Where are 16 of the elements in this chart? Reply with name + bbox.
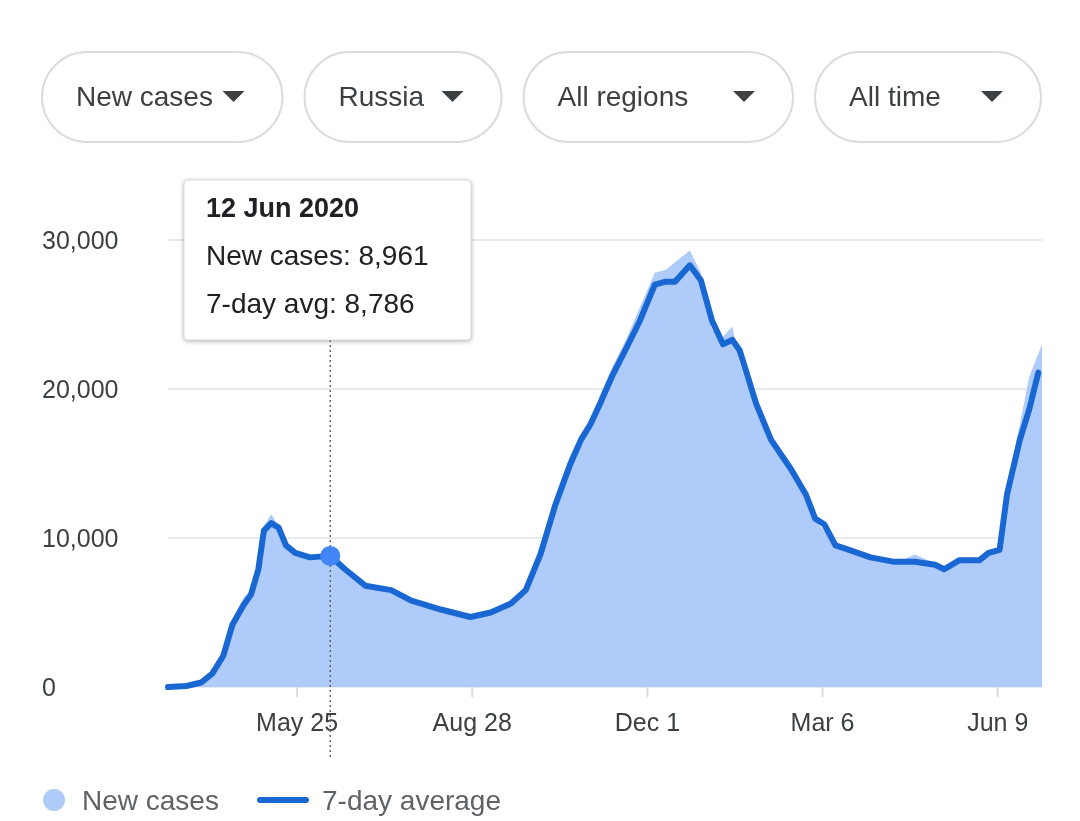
y-tick-label: 30,000 bbox=[42, 226, 119, 254]
x-tick-label: Mar 6 bbox=[790, 708, 855, 736]
text: All time bbox=[849, 81, 941, 112]
text: All regions bbox=[557, 81, 689, 112]
x-tick-label: Aug 28 bbox=[432, 708, 512, 736]
y-tick-label: 10,000 bbox=[42, 524, 119, 552]
x-tick-label: Dec 1 bbox=[614, 708, 681, 736]
text: New cases bbox=[76, 81, 213, 112]
legend-label: 7-day average bbox=[322, 785, 502, 816]
annotation: 12 Jun 2020 New cases: 8,961 7-day avg: 8,786 bbox=[206, 193, 429, 319]
y-tick-label: 0 bbox=[42, 673, 56, 701]
x-tick-label: May 25 bbox=[256, 708, 339, 736]
legend-label: New cases bbox=[82, 785, 219, 816]
text: Russia bbox=[338, 81, 425, 112]
x-tick-label: Jun 9 bbox=[967, 708, 1029, 736]
y-tick-label: 20,000 bbox=[42, 375, 119, 403]
